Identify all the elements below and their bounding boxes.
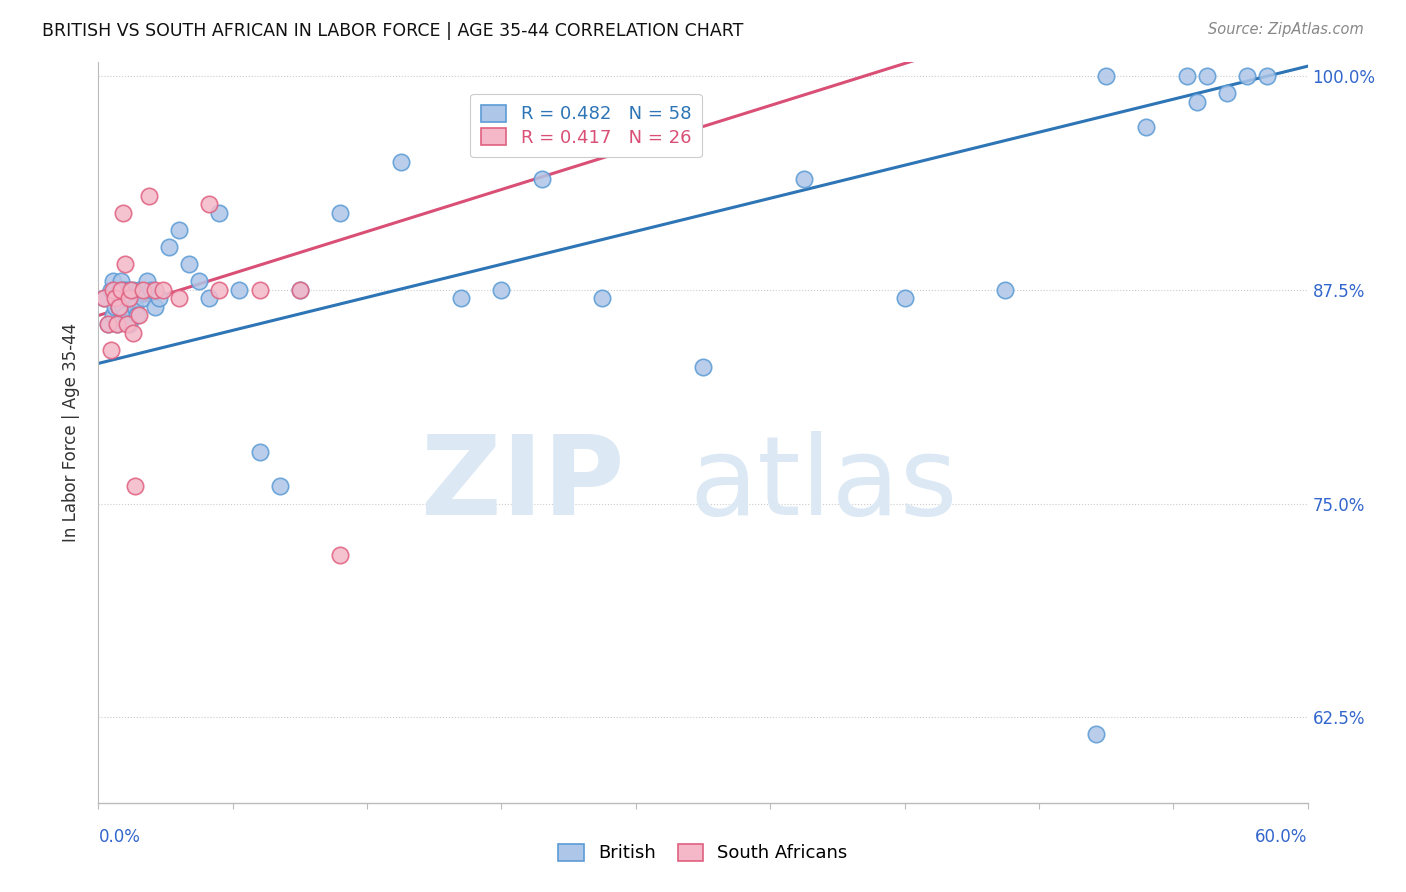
Point (1195, 69, 1218, 83)
Point (139, 283, 162, 297)
Point (124, 479, 146, 493)
Point (115, 292, 138, 306)
Point (167, 223, 190, 237)
Point (793, 171, 815, 186)
Point (121, 283, 143, 297)
Point (105, 317, 128, 331)
Legend: R = 0.482   N = 58, R = 0.417   N = 26: R = 0.482 N = 58, R = 0.417 N = 26 (470, 94, 702, 158)
Point (994, 283, 1017, 297)
Point (107, 300, 129, 314)
Point (100, 343, 122, 357)
Point (591, 292, 613, 306)
Point (103, 292, 125, 306)
Point (132, 292, 155, 306)
Point (110, 292, 132, 306)
Text: 0.0%: 0.0% (98, 829, 141, 847)
Point (128, 283, 150, 297)
Point (103, 300, 125, 314)
Point (97, 317, 120, 331)
Point (100, 283, 122, 297)
Point (103, 283, 125, 297)
Point (893, 292, 915, 306)
Point (152, 283, 174, 297)
Text: Source: ZipAtlas.com: Source: ZipAtlas.com (1208, 22, 1364, 37)
Point (93, 292, 115, 306)
Point (120, 283, 142, 297)
Point (198, 292, 221, 306)
Point (179, 257, 201, 271)
Point (114, 309, 136, 323)
Y-axis label: In Labor Force | Age 35-44: In Labor Force | Age 35-44 (62, 323, 80, 542)
Point (107, 300, 129, 314)
Legend: British, South Africans: British, South Africans (551, 837, 855, 870)
Point (111, 206, 134, 220)
Point (198, 197, 221, 211)
Point (188, 274, 211, 288)
Point (105, 292, 128, 306)
Point (1256, 69, 1278, 83)
Point (111, 300, 134, 314)
Point (114, 283, 136, 297)
Point (120, 292, 142, 306)
Point (1236, 69, 1258, 83)
Point (208, 283, 231, 297)
Point (110, 283, 132, 297)
Point (1135, 120, 1157, 135)
Point (1095, 69, 1118, 83)
Point (101, 309, 124, 323)
Point (143, 300, 166, 314)
Point (329, 548, 352, 562)
Point (128, 309, 150, 323)
Point (1216, 87, 1239, 101)
Point (115, 317, 138, 331)
Point (450, 292, 472, 306)
Point (288, 283, 311, 297)
Point (110, 274, 132, 288)
Point (118, 292, 141, 306)
Text: BRITISH VS SOUTH AFRICAN IN LABOR FORCE | AGE 35-44 CORRELATION CHART: BRITISH VS SOUTH AFRICAN IN LABOR FORCE … (42, 22, 744, 40)
Point (249, 445, 271, 459)
Point (121, 326, 143, 340)
Point (132, 283, 155, 297)
Point (491, 283, 513, 297)
Point (167, 292, 190, 306)
Point (148, 292, 170, 306)
Point (249, 283, 271, 297)
Point (228, 283, 250, 297)
Point (1185, 95, 1208, 109)
Point (143, 283, 166, 297)
Point (135, 274, 157, 288)
Point (118, 283, 141, 297)
Text: atlas: atlas (690, 431, 957, 538)
Point (107, 283, 129, 297)
Point (93, 292, 115, 306)
Point (97, 317, 120, 331)
Point (114, 257, 136, 271)
Text: ZIP: ZIP (420, 431, 624, 538)
Point (329, 206, 352, 220)
Point (125, 309, 148, 323)
Point (105, 317, 128, 331)
Point (101, 283, 124, 297)
Point (208, 206, 231, 220)
Point (1085, 727, 1108, 741)
Point (288, 283, 311, 297)
Text: 60.0%: 60.0% (1256, 829, 1308, 847)
Point (138, 189, 160, 203)
Point (269, 479, 291, 493)
Point (157, 240, 180, 254)
Point (530, 171, 553, 186)
Point (692, 359, 714, 374)
Point (101, 274, 124, 288)
Point (124, 300, 146, 314)
Point (1175, 69, 1198, 83)
Point (389, 154, 412, 169)
Point (118, 317, 141, 331)
Point (111, 283, 134, 297)
